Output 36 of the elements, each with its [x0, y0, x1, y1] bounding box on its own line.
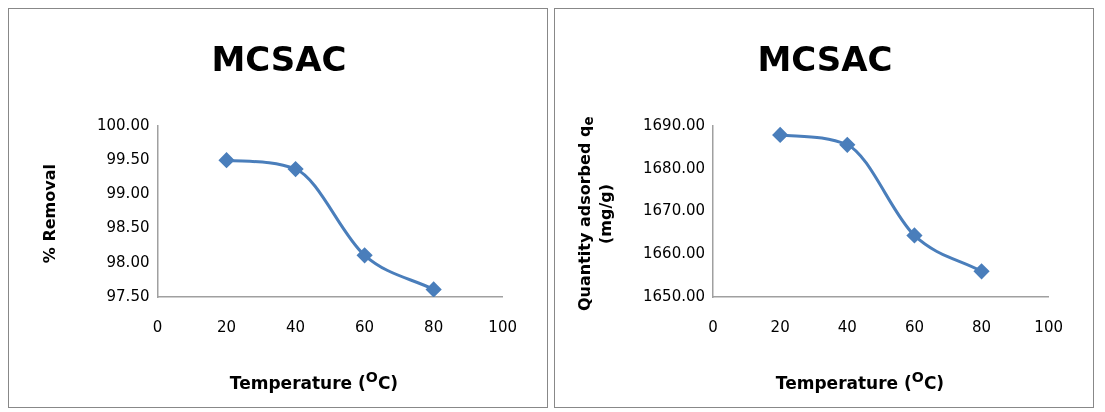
y-tick-label: 1670.00	[643, 201, 706, 220]
y-tick-label: 99.00	[106, 184, 150, 203]
x-tick-label: 40	[286, 317, 306, 336]
y-tick-label: 98.00	[106, 252, 150, 271]
x-tick-label: 60	[355, 317, 375, 336]
point	[288, 161, 304, 177]
x-axis-title: Temperature ($^{O}$C)	[228, 369, 400, 393]
point	[219, 152, 235, 168]
x-tick-label: 0	[152, 317, 163, 336]
x-tick-label: 80	[972, 317, 992, 336]
x-tick-label: 100	[1034, 317, 1064, 336]
point	[772, 127, 788, 143]
y-tick-label: 1650.00	[643, 286, 706, 305]
chart-title: MCSAC	[756, 39, 894, 79]
y-tick-label: 1690.00	[643, 115, 706, 134]
y-tick-label: 99.50	[106, 150, 150, 169]
y-axis-title: % Removal	[39, 164, 59, 264]
point	[906, 227, 922, 243]
y-tick-label: 97.50	[106, 286, 150, 305]
point	[426, 281, 442, 297]
x-tick-label: 20	[216, 317, 237, 336]
y-tick-label: 1680.00	[643, 158, 706, 177]
point	[357, 247, 373, 263]
x-axis-title: Temperature ($^{O}$C)	[774, 369, 946, 393]
point	[839, 137, 855, 153]
x-tick-label: 100	[488, 317, 518, 336]
x-tick-label: 60	[904, 317, 924, 336]
y-tick-label: 100.00	[96, 115, 150, 134]
chart-title: MCSAC	[210, 39, 348, 79]
y-tick-label: 98.50	[106, 218, 150, 237]
y-tick-label: 1660.00	[643, 244, 706, 263]
x-tick-label: 20	[770, 317, 790, 336]
x-tick-label: 40	[837, 317, 857, 336]
x-tick-label: 80	[424, 317, 444, 336]
point	[974, 263, 990, 279]
x-tick-label: 0	[708, 317, 718, 336]
